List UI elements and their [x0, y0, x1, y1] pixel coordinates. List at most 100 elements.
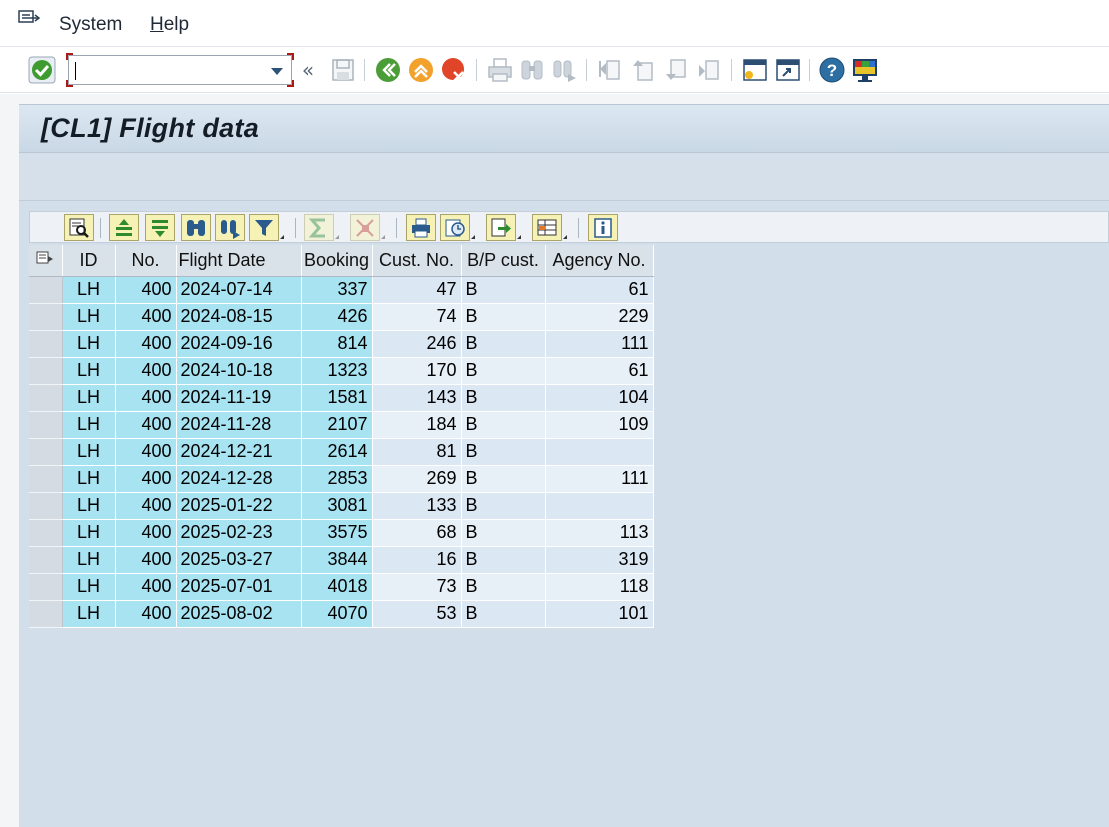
row-selector[interactable]: [29, 303, 63, 331]
cell-booking[interactable]: 3081: [301, 492, 373, 520]
find-next-button[interactable]: [550, 56, 578, 84]
cell-flight-date[interactable]: 2024-12-28: [176, 465, 302, 493]
sum-button[interactable]: [304, 214, 339, 241]
cell-id[interactable]: LH: [62, 546, 116, 574]
cell-agency-no[interactable]: 61: [545, 276, 654, 304]
cell-flight-date[interactable]: 2024-09-16: [176, 330, 302, 358]
cell-flight-date[interactable]: 2024-11-28: [176, 411, 302, 439]
cell-booking[interactable]: 426: [301, 303, 373, 331]
cell-no[interactable]: 400: [115, 573, 177, 601]
details-button[interactable]: [64, 214, 94, 241]
cell-bp-cust[interactable]: B: [461, 465, 546, 493]
cell-cust-no[interactable]: 184: [372, 411, 462, 439]
row-selector[interactable]: [29, 357, 63, 385]
cell-flight-date[interactable]: 2024-10-18: [176, 357, 302, 385]
cell-cust-no[interactable]: 81: [372, 438, 462, 466]
cell-agency-no[interactable]: [545, 438, 654, 466]
cell-agency-no[interactable]: 61: [545, 357, 654, 385]
column-header-no[interactable]: No.: [115, 245, 177, 277]
exit-button[interactable]: [407, 56, 435, 84]
cell-flight-date[interactable]: 2025-03-27: [176, 546, 302, 574]
cell-id[interactable]: LH: [62, 492, 116, 520]
cell-id[interactable]: LH: [62, 330, 116, 358]
row-selector[interactable]: [29, 384, 63, 412]
column-header-bp-cust[interactable]: B/P cust.: [461, 245, 546, 277]
first-page-button[interactable]: [596, 56, 624, 84]
cell-cust-no[interactable]: 269: [372, 465, 462, 493]
enter-button[interactable]: [28, 56, 56, 84]
back-button[interactable]: [374, 56, 402, 84]
cell-booking[interactable]: 337: [301, 276, 373, 304]
cell-booking[interactable]: 3844: [301, 546, 373, 574]
row-selector[interactable]: [29, 411, 63, 439]
previous-page-button[interactable]: [629, 56, 657, 84]
cell-no[interactable]: 400: [115, 303, 177, 331]
cell-cust-no[interactable]: 53: [372, 600, 462, 628]
cell-bp-cust[interactable]: B: [461, 357, 546, 385]
cell-cust-no[interactable]: 68: [372, 519, 462, 547]
column-header-booking[interactable]: Booking: [301, 245, 373, 277]
cell-no[interactable]: 400: [115, 330, 177, 358]
cell-booking[interactable]: 4070: [301, 600, 373, 628]
layout-button[interactable]: [532, 214, 567, 241]
cell-cust-no[interactable]: 246: [372, 330, 462, 358]
cell-id[interactable]: LH: [62, 303, 116, 331]
cell-flight-date[interactable]: 2024-08-15: [176, 303, 302, 331]
cell-cust-no[interactable]: 133: [372, 492, 462, 520]
cell-cust-no[interactable]: 170: [372, 357, 462, 385]
cell-flight-date[interactable]: 2025-02-23: [176, 519, 302, 547]
cell-no[interactable]: 400: [115, 600, 177, 628]
cell-no[interactable]: 400: [115, 519, 177, 547]
cell-id[interactable]: LH: [62, 276, 116, 304]
expand-toolbar-button[interactable]: «: [296, 56, 320, 84]
cell-bp-cust[interactable]: B: [461, 303, 546, 331]
cell-no[interactable]: 400: [115, 384, 177, 412]
cell-id[interactable]: LH: [62, 600, 116, 628]
cell-booking[interactable]: 4018: [301, 573, 373, 601]
cell-bp-cust[interactable]: B: [461, 600, 546, 628]
alv-find-button[interactable]: [181, 214, 211, 241]
cell-no[interactable]: 400: [115, 465, 177, 493]
cell-id[interactable]: LH: [62, 573, 116, 601]
cell-booking[interactable]: 2107: [301, 411, 373, 439]
cell-id[interactable]: LH: [62, 411, 116, 439]
row-selector[interactable]: [29, 276, 63, 304]
cell-bp-cust[interactable]: B: [461, 492, 546, 520]
row-selector[interactable]: [29, 465, 63, 493]
cell-bp-cust[interactable]: B: [461, 411, 546, 439]
cell-cust-no[interactable]: 47: [372, 276, 462, 304]
column-header-cust-no[interactable]: Cust. No.: [372, 245, 462, 277]
cell-bp-cust[interactable]: B: [461, 573, 546, 601]
cell-flight-date[interactable]: 2025-07-01: [176, 573, 302, 601]
cell-id[interactable]: LH: [62, 384, 116, 412]
cell-id[interactable]: LH: [62, 357, 116, 385]
column-header-flight-date[interactable]: Flight Date: [176, 245, 302, 277]
cell-bp-cust[interactable]: B: [461, 384, 546, 412]
cell-flight-date[interactable]: 2025-01-22: [176, 492, 302, 520]
cell-agency-no[interactable]: 109: [545, 411, 654, 439]
cell-flight-date[interactable]: 2024-11-19: [176, 384, 302, 412]
cell-id[interactable]: LH: [62, 465, 116, 493]
cell-no[interactable]: 400: [115, 492, 177, 520]
info-button[interactable]: [588, 214, 618, 241]
cell-agency-no[interactable]: 111: [545, 465, 654, 493]
cell-booking[interactable]: 3575: [301, 519, 373, 547]
cell-no[interactable]: 400: [115, 276, 177, 304]
cell-no[interactable]: 400: [115, 411, 177, 439]
find-button[interactable]: [518, 56, 546, 84]
menu-help[interactable]: Help: [150, 14, 189, 36]
cell-booking[interactable]: 814: [301, 330, 373, 358]
cell-agency-no[interactable]: 229: [545, 303, 654, 331]
cell-flight-date[interactable]: 2025-08-02: [176, 600, 302, 628]
cell-booking[interactable]: 2853: [301, 465, 373, 493]
select-all-button[interactable]: [29, 245, 63, 277]
next-page-button[interactable]: [662, 56, 690, 84]
sort-ascending-button[interactable]: [109, 214, 139, 241]
create-shortcut-button[interactable]: [774, 56, 802, 84]
cell-booking[interactable]: 2614: [301, 438, 373, 466]
cell-no[interactable]: 400: [115, 438, 177, 466]
row-selector[interactable]: [29, 600, 63, 628]
cell-cust-no[interactable]: 74: [372, 303, 462, 331]
row-selector[interactable]: [29, 573, 63, 601]
export-button[interactable]: [486, 214, 521, 241]
